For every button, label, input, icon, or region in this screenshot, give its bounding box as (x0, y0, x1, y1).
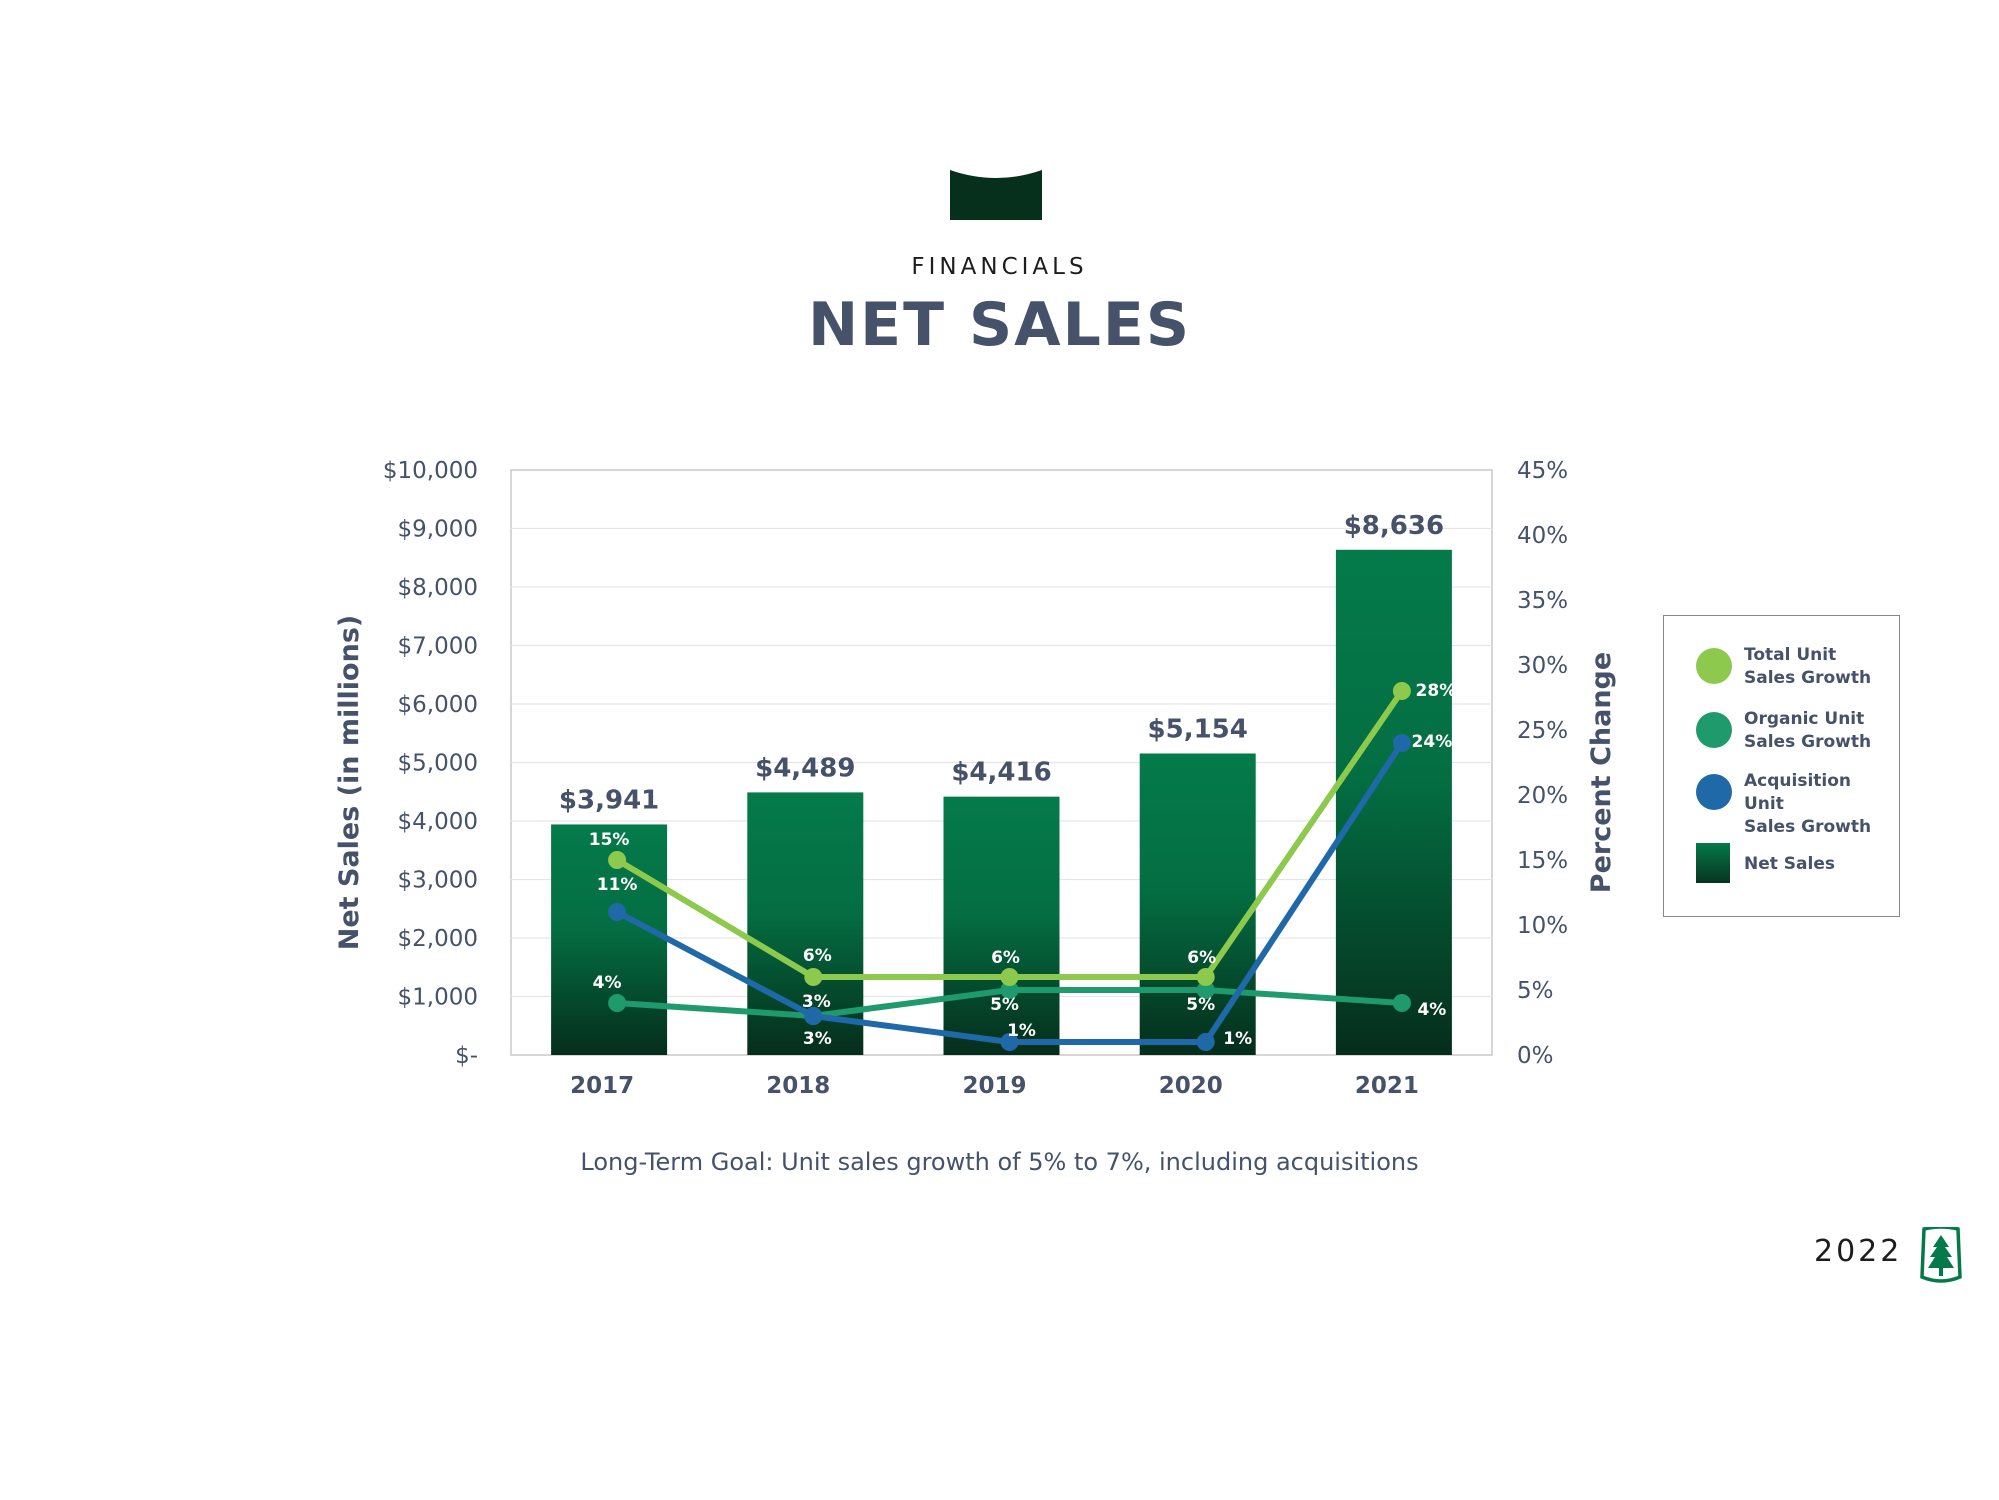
legend-swatch-total (1696, 648, 1732, 684)
y2-tick-label: 35% (1517, 588, 1568, 614)
point-label-organic: 5% (990, 995, 1019, 1015)
bar-net-sales (1335, 549, 1452, 1055)
x-category-label: 2017 (570, 1073, 634, 1099)
point-label-organic: 4% (1417, 1000, 1446, 1020)
point-label-acquisition: 24% (1412, 732, 1453, 752)
chart-legend: Total Unit Sales Growth Organic Unit Sal… (1663, 615, 1900, 917)
y-tick-label: $4,000 (398, 809, 478, 835)
page-title: NET SALES (807, 290, 1192, 360)
bar-value-label: $3,941 (559, 785, 659, 815)
y2-axis-title: Percent Change (1586, 652, 1617, 893)
point-organic (608, 994, 627, 1012)
legend-label-net-sales: Net Sales (1744, 854, 1835, 874)
legend-item-acquisition: Acquisition Unit Sales Growth (1664, 767, 1901, 837)
section-kicker: FINANCIALS (911, 254, 1088, 280)
point-organic (1000, 981, 1019, 999)
point-label-organic: 5% (1186, 995, 1215, 1015)
y-tick-label: $6,000 (398, 692, 478, 718)
bar-value-label: $4,489 (755, 753, 855, 783)
point-organic (1392, 994, 1411, 1012)
point-acquisition (608, 903, 627, 921)
y-tick-label: $9,000 (398, 517, 478, 543)
y-tick-label: $2,000 (398, 926, 478, 952)
legend-swatch-acquisition (1696, 774, 1732, 810)
point-label-total: 28% (1416, 681, 1457, 701)
point-label-organic: 4% (593, 973, 622, 993)
y2-tick-label: 10% (1517, 913, 1568, 939)
bar-value-label: $8,636 (1344, 511, 1444, 541)
y-tick-label: $3,000 (398, 868, 478, 894)
point-label-total: 6% (991, 948, 1020, 968)
y-tick-label: $5,000 (398, 751, 478, 777)
point-label-acquisition: 11% (597, 875, 638, 895)
y2-tick-label: 20% (1517, 783, 1568, 809)
legend-item-organic: Organic Unit Sales Growth (1664, 705, 1901, 755)
legend-label-organic: Organic Unit Sales Growth (1744, 709, 1872, 752)
point-total (1196, 968, 1215, 986)
y-tick-label: $8,000 (398, 575, 478, 601)
y-tick-label: $1,000 (398, 985, 478, 1011)
x-category-label: 2021 (1355, 1073, 1419, 1099)
x-category-label: 2020 (1159, 1073, 1223, 1099)
header-mark-icon (950, 170, 1042, 220)
point-label-total: 6% (1187, 948, 1216, 968)
point-total (1392, 682, 1411, 700)
point-label-acquisition: 1% (1223, 1029, 1252, 1049)
legend-swatch-net-sales (1696, 843, 1730, 883)
tree-icon (1920, 1227, 1962, 1283)
y2-tick-label: 0% (1517, 1043, 1554, 1069)
legend-item-total: Total Unit Sales Growth (1664, 641, 1901, 691)
x-category-label: 2018 (766, 1073, 830, 1099)
legend-label-acquisition: Acquisition Unit Sales Growth (1744, 771, 1872, 837)
point-acquisition (804, 1007, 823, 1025)
net-sales-chart: $- $1,000 $2,000 $3,000 $4,000 $5,000 $6,000 $7… (334, 458, 1617, 1099)
y-tick-label: $- (455, 1043, 478, 1069)
y2-tick-label: 5% (1517, 978, 1554, 1004)
y2-tick-label: 45% (1517, 458, 1568, 484)
y-tick-label: $10,000 (383, 458, 478, 484)
y2-tick-label: 15% (1517, 848, 1568, 874)
report-year: 2022 (1814, 1234, 1903, 1269)
point-label-total: 6% (803, 946, 832, 966)
point-acquisition (1000, 1033, 1019, 1051)
point-label-acquisition: 3% (803, 1029, 832, 1049)
point-label-organic: 3% (802, 992, 831, 1012)
point-total (608, 851, 627, 869)
point-label-total: 15% (589, 830, 630, 850)
y2-tick-label: 30% (1517, 653, 1568, 679)
legend-item-net-sales: Net Sales (1664, 843, 1901, 893)
point-acquisition (1196, 1033, 1215, 1051)
point-label-acquisition: 1% (1007, 1021, 1036, 1041)
point-organic (1196, 981, 1215, 999)
y-axis-title: Net Sales (in millions) (334, 615, 365, 950)
bar-net-sales (1139, 753, 1256, 1055)
x-category-label: 2019 (962, 1073, 1026, 1099)
y-tick-label: $7,000 (398, 634, 478, 660)
legend-swatch-organic (1696, 712, 1732, 748)
bar-net-sales (943, 796, 1060, 1055)
y2-tick-label: 25% (1517, 718, 1568, 744)
bar-value-label: $4,416 (951, 758, 1051, 788)
point-total (1000, 968, 1019, 986)
point-acquisition (1392, 734, 1411, 752)
legend-label-total: Total Unit Sales Growth (1744, 645, 1872, 688)
point-total (804, 968, 823, 986)
y2-tick-label: 40% (1517, 523, 1568, 549)
bar-value-label: $5,154 (1148, 714, 1248, 744)
footnote: Long-Term Goal: Unit sales growth of 5% … (580, 1148, 1419, 1176)
